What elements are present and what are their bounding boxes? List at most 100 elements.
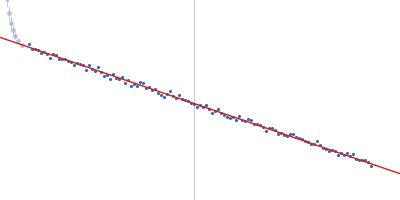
Point (350, 153, 356, 156)
Point (89, 67, 96, 70)
Point (340, 154, 347, 157)
Point (278, 132, 284, 135)
Point (308, 143, 314, 146)
Point (182, 99, 188, 102)
Point (86, 63, 92, 66)
Point (170, 94, 176, 97)
Point (221, 114, 227, 117)
Point (338, 151, 344, 154)
Point (41, 51, 48, 54)
Point (140, 81, 146, 85)
Point (35, 48, 42, 51)
Point (310, 143, 317, 146)
Point (346, 155, 353, 158)
Point (125, 78, 131, 82)
Point (248, 119, 254, 122)
Point (269, 127, 275, 130)
Point (352, 158, 359, 161)
Point (83, 68, 90, 71)
Point (326, 149, 332, 153)
Point (176, 93, 182, 96)
Point (134, 85, 140, 88)
Point (215, 107, 221, 110)
Point (358, 158, 365, 162)
Point (332, 149, 338, 152)
Point (137, 81, 143, 84)
Point (287, 132, 293, 135)
Point (209, 111, 215, 115)
Point (56, 57, 62, 60)
Point (179, 97, 185, 101)
Point (152, 88, 158, 91)
Point (260, 126, 266, 129)
Point (316, 143, 323, 146)
Point (110, 72, 116, 76)
Point (95, 66, 102, 69)
Point (298, 137, 305, 141)
Point (98, 70, 104, 74)
Point (77, 63, 84, 66)
Point (230, 116, 236, 119)
Point (218, 112, 224, 115)
Point (302, 140, 308, 143)
Point (245, 118, 251, 121)
Point (266, 126, 272, 129)
Point (334, 153, 341, 157)
Point (38, 51, 44, 54)
Point (272, 129, 278, 132)
Point (65, 60, 72, 63)
Point (50, 52, 56, 55)
Point (212, 109, 218, 112)
Point (257, 123, 263, 126)
Point (101, 74, 108, 77)
Point (254, 123, 260, 126)
Point (344, 151, 350, 154)
Point (296, 137, 302, 140)
Point (164, 92, 170, 95)
Point (131, 83, 137, 86)
Point (364, 160, 371, 163)
Point (242, 119, 248, 122)
Point (104, 73, 110, 76)
Point (356, 158, 362, 162)
Point (161, 95, 167, 98)
Point (368, 164, 374, 167)
Point (107, 77, 113, 81)
Point (26, 43, 32, 46)
Point (194, 106, 200, 109)
Point (80, 64, 86, 67)
Point (185, 99, 191, 103)
Point (203, 104, 209, 107)
Point (122, 81, 128, 85)
Point (116, 78, 122, 81)
Point (233, 118, 239, 121)
Point (62, 57, 68, 60)
Point (92, 69, 98, 72)
Point (320, 146, 326, 150)
Point (119, 75, 125, 79)
Point (167, 90, 173, 93)
Point (113, 76, 119, 79)
Point (188, 101, 194, 104)
Point (206, 108, 212, 111)
Point (158, 94, 164, 97)
Point (29, 48, 36, 51)
Point (362, 158, 368, 161)
Point (284, 134, 290, 137)
Point (251, 123, 257, 126)
Point (197, 103, 203, 106)
Point (227, 116, 233, 119)
Point (275, 132, 281, 135)
Point (68, 61, 74, 64)
Point (143, 86, 149, 89)
Point (200, 105, 206, 108)
Point (71, 64, 78, 67)
Point (149, 88, 155, 91)
Point (191, 102, 197, 106)
Point (146, 85, 152, 88)
Point (236, 114, 242, 118)
Point (59, 57, 66, 61)
Point (292, 135, 299, 139)
Point (44, 52, 50, 55)
Point (290, 133, 296, 136)
